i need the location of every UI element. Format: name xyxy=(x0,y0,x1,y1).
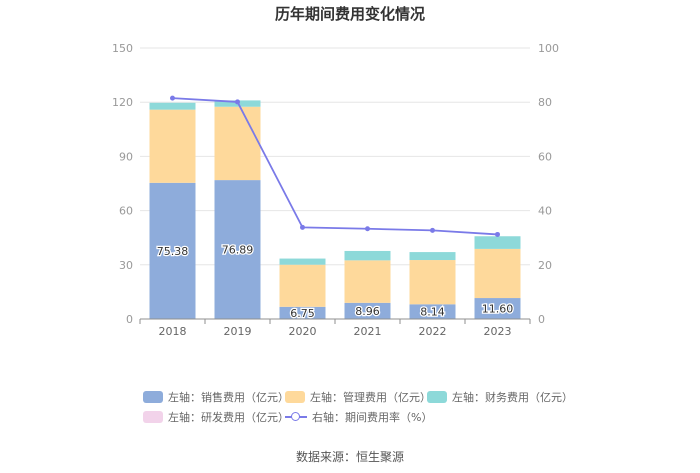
right-axis-tick-label: 0 xyxy=(538,313,545,326)
bar-segment-3 xyxy=(409,252,456,261)
left-axis-tick-label: 90 xyxy=(119,150,133,163)
right-axis-tick-label: 80 xyxy=(538,96,552,109)
legend-label: 左轴：财务费用（亿元） xyxy=(452,391,573,404)
legend-label: 右轴：期间费用率（%） xyxy=(312,411,433,424)
legend-swatch xyxy=(143,391,163,403)
legend-item[interactable]: 左轴：财务费用（亿元） xyxy=(427,389,573,405)
legend-swatch xyxy=(427,391,447,403)
expense-ratio-point xyxy=(495,231,500,237)
chart-title: 历年期间费用变化情况 xyxy=(274,5,425,23)
bar-data-label: 75.38 xyxy=(157,245,189,258)
x-axis-tick-label: 2018 xyxy=(159,325,187,338)
legend-label: 左轴：研发费用（亿元） xyxy=(168,411,289,424)
bar-segment-2 xyxy=(149,109,196,183)
bar-data-label: 8.96 xyxy=(355,305,380,318)
right-axis-tick-label: 60 xyxy=(538,150,552,163)
legend-swatch xyxy=(143,411,163,423)
data-source: 数据来源：恒生聚源 xyxy=(295,450,404,464)
bar-segment-3 xyxy=(279,258,326,265)
right-axis-tick-label: 40 xyxy=(538,205,552,218)
expense-ratio-point xyxy=(235,99,240,105)
x-axis-tick-label: 2019 xyxy=(224,325,252,338)
legend-item[interactable]: 左轴：研发费用（亿元） xyxy=(143,409,289,425)
x-axis-tick-label: 2021 xyxy=(354,325,382,338)
left-axis-tick-label: 60 xyxy=(119,205,133,218)
legend-label: 左轴：销售费用（亿元） xyxy=(168,391,289,404)
expense-ratio-point xyxy=(365,226,370,232)
bar-segment-3 xyxy=(344,250,391,261)
chart-svg: 0 30 60 90 120 150 0 20 40 60 80 100 75.38 76.89 6.75 8… xyxy=(112,42,559,338)
bar-segment-2 xyxy=(474,248,521,299)
bar-segment-2 xyxy=(344,260,391,303)
bar-segment-2 xyxy=(409,260,456,305)
bar-segment-3 xyxy=(474,236,521,249)
expense-ratio-point xyxy=(300,224,305,230)
bar-segment-2 xyxy=(214,106,261,181)
right-axis-tick-label: 20 xyxy=(538,259,552,272)
bar-data-label: 76.89 xyxy=(222,244,254,257)
legend-label: 左轴：管理费用（亿元） xyxy=(310,391,431,404)
x-axis-tick-label: 2022 xyxy=(419,325,447,338)
legend-swatch xyxy=(285,391,305,403)
expense-ratio-line xyxy=(172,97,498,236)
legend-item[interactable]: 左轴：管理费用（亿元） xyxy=(285,389,431,405)
bar-segment-1 xyxy=(344,302,391,319)
left-axis-tick-label: 30 xyxy=(119,259,133,272)
right-axis-tick-label: 100 xyxy=(538,42,559,55)
bar-segment-3 xyxy=(149,102,196,110)
bar-segment-1 xyxy=(149,182,196,319)
expense-ratio-point xyxy=(430,227,435,233)
bar-segment-2 xyxy=(279,264,326,307)
left-axis-tick-label: 0 xyxy=(126,313,133,326)
left-axis-tick-label: 120 xyxy=(112,96,133,109)
bar-segment-1 xyxy=(474,298,521,319)
bar-segment-1 xyxy=(279,306,326,319)
bar-segment-1 xyxy=(409,304,456,319)
bar-data-label: 8.14 xyxy=(420,306,445,319)
bar-data-label: 6.75 xyxy=(290,307,315,320)
expense-ratio-point xyxy=(170,95,175,101)
legend-item[interactable]: 右轴：期间费用率（%） xyxy=(285,409,432,425)
x-axis-tick-label: 2020 xyxy=(289,325,317,338)
legend-line-marker xyxy=(285,411,307,423)
bar-data-label: 11.60 xyxy=(482,303,514,316)
left-axis-tick-label: 150 xyxy=(112,42,133,55)
legend-item[interactable]: 左轴：销售费用（亿元） xyxy=(143,389,289,405)
x-axis-tick-label: 2023 xyxy=(484,325,512,338)
bar-segment-1 xyxy=(214,180,261,319)
